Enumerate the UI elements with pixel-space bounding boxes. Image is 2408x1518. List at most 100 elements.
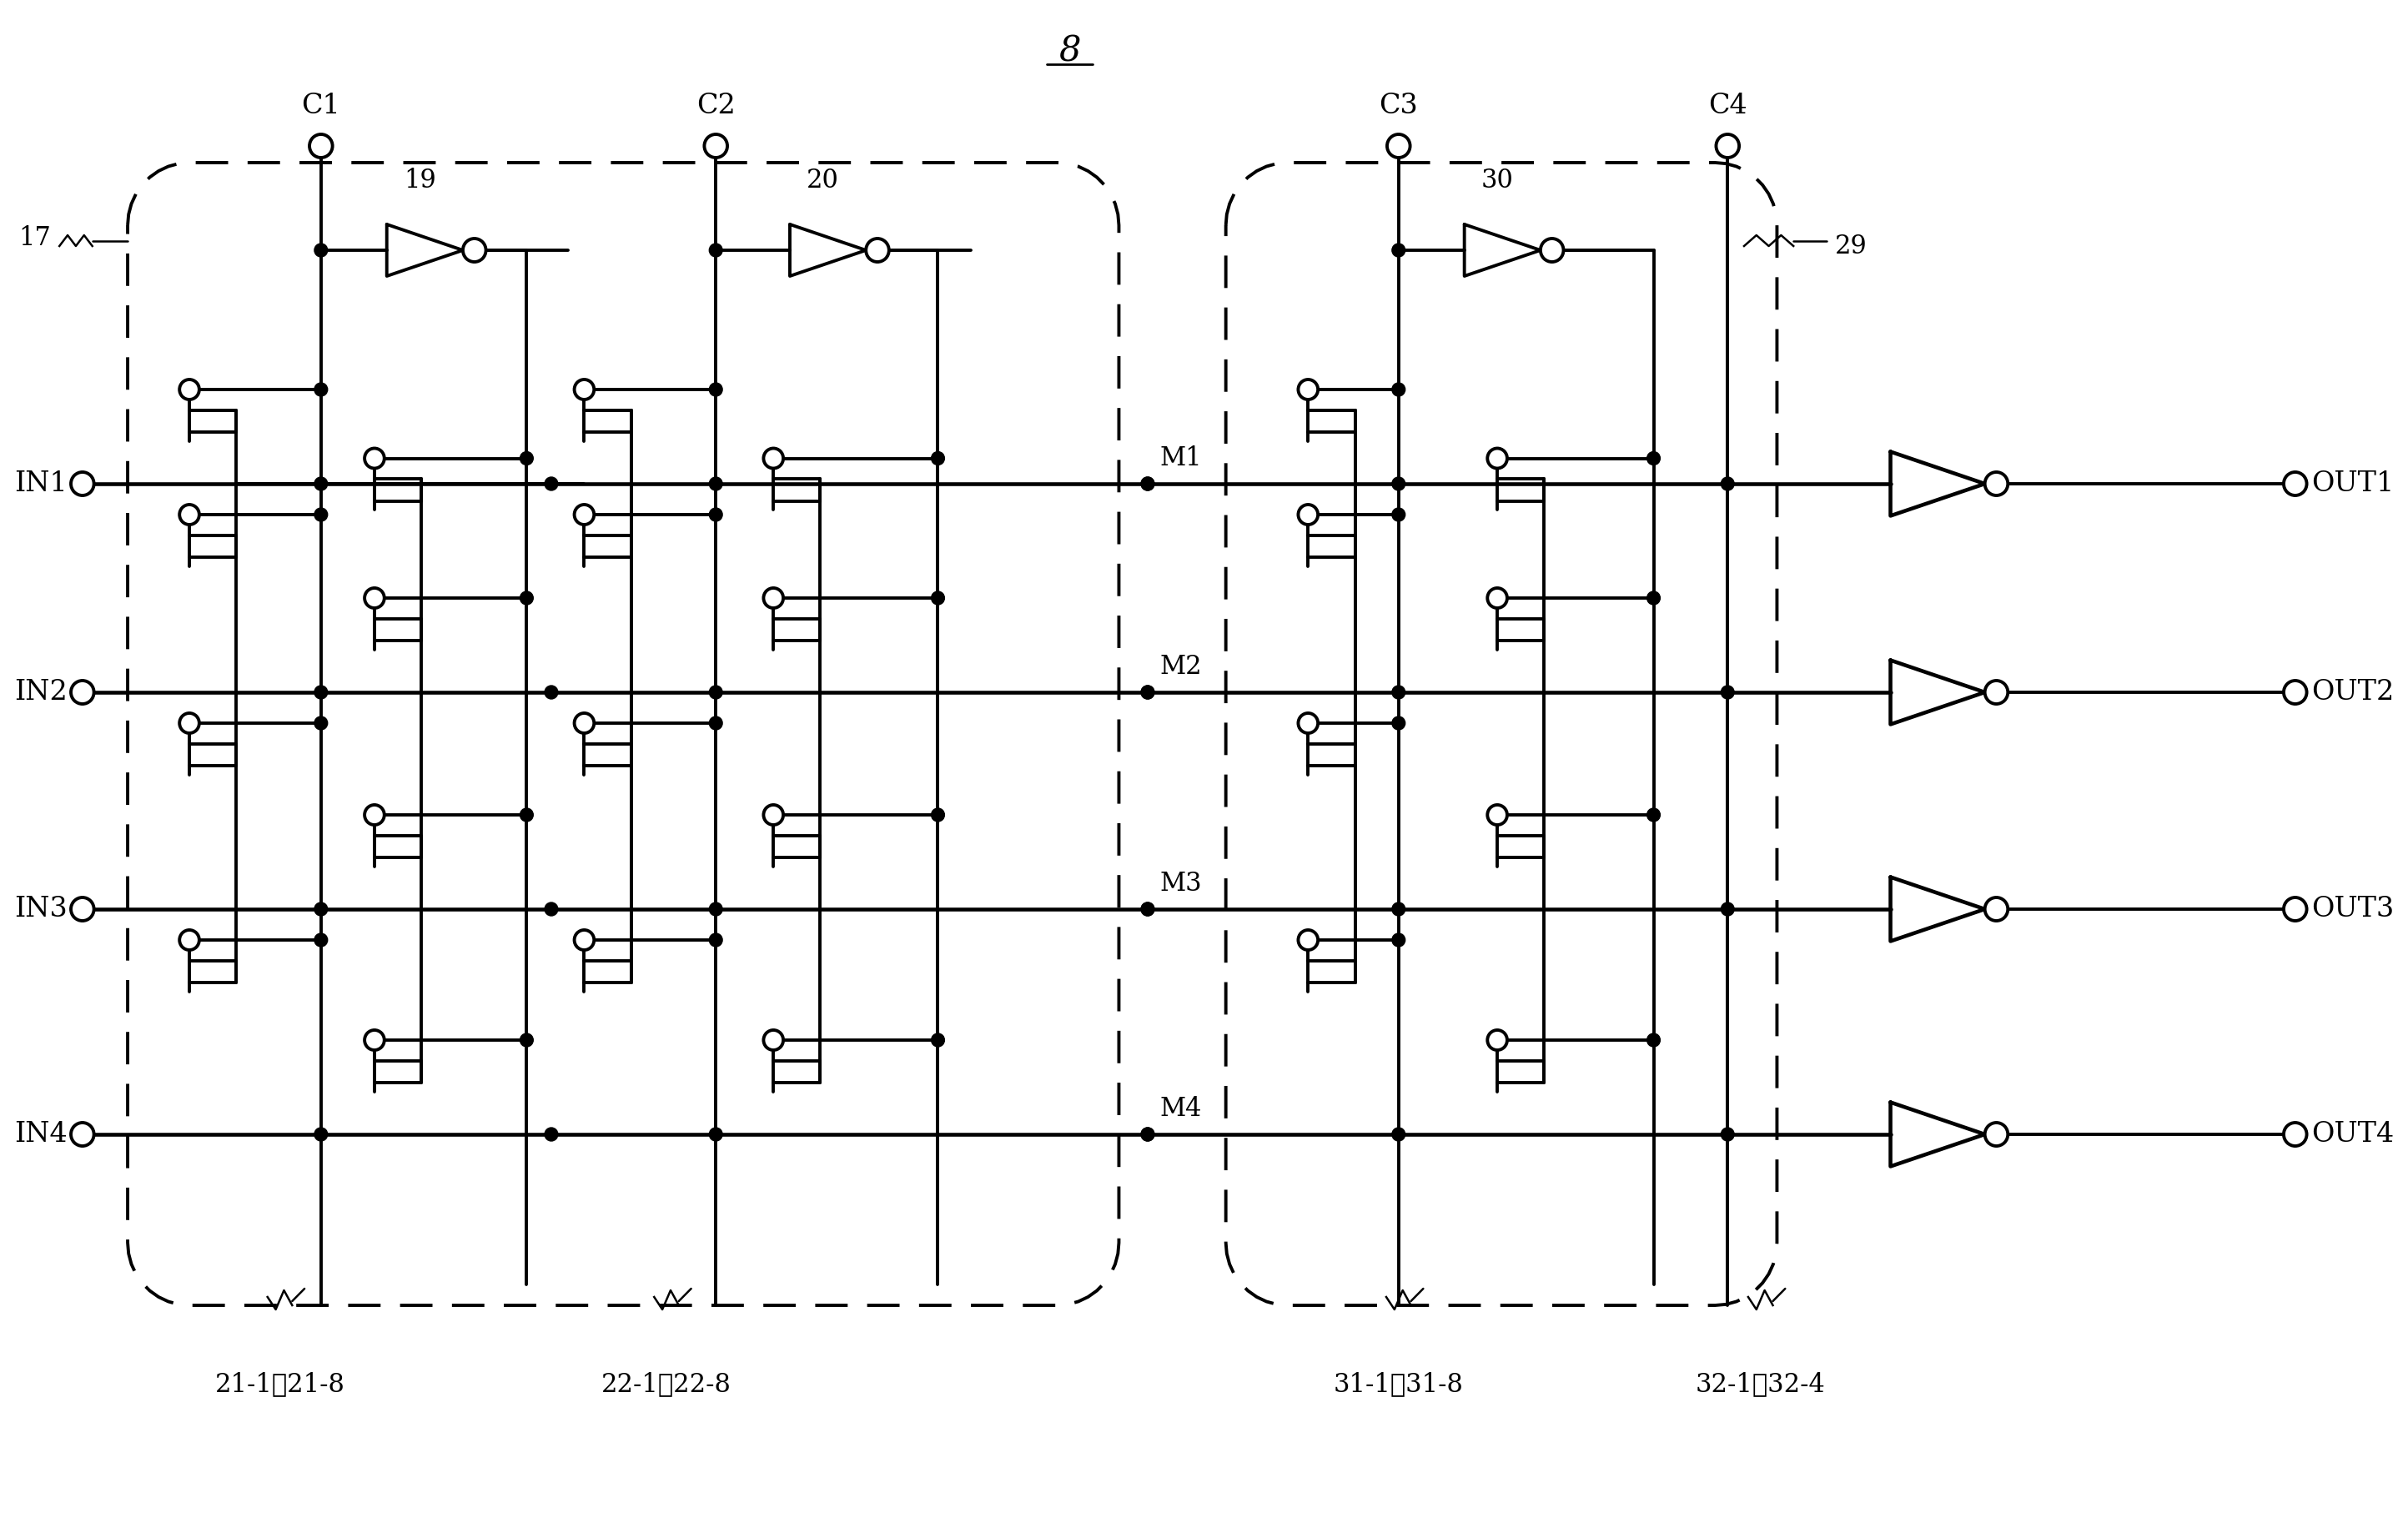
Circle shape (867, 238, 889, 263)
Circle shape (1387, 134, 1411, 158)
Circle shape (576, 380, 595, 399)
Text: C1: C1 (301, 93, 340, 120)
Text: IN2: IN2 (14, 679, 67, 706)
Circle shape (576, 713, 595, 733)
Circle shape (932, 592, 944, 604)
Circle shape (315, 1128, 327, 1142)
Circle shape (1141, 903, 1153, 915)
Circle shape (315, 716, 327, 730)
Circle shape (1647, 592, 1659, 604)
Circle shape (1392, 1128, 1406, 1142)
Circle shape (2283, 680, 2307, 704)
Text: 32-1～32-4: 32-1～32-4 (1695, 1372, 1825, 1398)
Text: 17: 17 (19, 225, 51, 250)
Circle shape (1392, 716, 1406, 730)
Circle shape (576, 504, 595, 525)
Circle shape (1298, 504, 1317, 525)
Circle shape (1541, 238, 1563, 263)
Text: IN3: IN3 (14, 896, 67, 923)
Circle shape (710, 716, 722, 730)
Circle shape (1722, 477, 1734, 490)
Circle shape (703, 134, 727, 158)
Circle shape (710, 509, 722, 521)
Circle shape (1984, 472, 2008, 495)
Circle shape (1298, 931, 1317, 950)
Circle shape (1722, 686, 1734, 698)
Circle shape (520, 1034, 532, 1047)
Circle shape (932, 452, 944, 465)
Text: IN4: IN4 (14, 1120, 67, 1148)
Circle shape (1488, 587, 1507, 609)
Circle shape (181, 931, 200, 950)
Text: OUT1: OUT1 (2312, 471, 2394, 496)
Circle shape (1141, 686, 1153, 698)
Circle shape (364, 448, 385, 469)
Circle shape (932, 1034, 944, 1047)
Circle shape (1141, 903, 1153, 915)
Circle shape (311, 134, 332, 158)
Circle shape (710, 243, 722, 257)
Circle shape (315, 509, 327, 521)
Text: OUT2: OUT2 (2312, 679, 2394, 706)
Circle shape (315, 686, 327, 698)
Text: IN1: IN1 (14, 471, 67, 496)
Text: 29: 29 (1835, 234, 1866, 260)
Circle shape (1488, 805, 1507, 824)
Circle shape (1392, 383, 1406, 396)
Circle shape (763, 587, 783, 609)
Circle shape (70, 1123, 94, 1146)
Circle shape (315, 243, 327, 257)
Circle shape (1392, 934, 1406, 947)
Circle shape (2283, 472, 2307, 495)
Circle shape (1298, 713, 1317, 733)
Circle shape (710, 383, 722, 396)
Circle shape (1141, 477, 1153, 490)
Circle shape (1392, 903, 1406, 915)
Circle shape (520, 592, 532, 604)
Circle shape (181, 713, 200, 733)
Circle shape (2283, 897, 2307, 921)
Text: 31-1～31-8: 31-1～31-8 (1334, 1372, 1464, 1398)
Text: OUT3: OUT3 (2312, 896, 2394, 923)
Circle shape (1488, 1031, 1507, 1050)
Circle shape (1647, 808, 1659, 821)
Circle shape (2283, 1123, 2307, 1146)
Circle shape (1141, 686, 1153, 698)
Text: 21-1～21-8: 21-1～21-8 (214, 1372, 344, 1398)
Circle shape (1722, 903, 1734, 915)
Circle shape (1141, 1128, 1153, 1142)
Circle shape (1984, 1123, 2008, 1146)
Circle shape (1141, 1128, 1153, 1142)
Circle shape (181, 380, 200, 399)
Circle shape (932, 808, 944, 821)
Circle shape (1488, 448, 1507, 469)
Circle shape (710, 934, 722, 947)
Circle shape (544, 477, 559, 490)
Circle shape (1647, 452, 1659, 465)
Circle shape (520, 808, 532, 821)
Circle shape (315, 383, 327, 396)
Text: 19: 19 (405, 167, 436, 193)
Circle shape (1141, 477, 1153, 490)
Circle shape (1722, 1128, 1734, 1142)
Circle shape (70, 897, 94, 921)
Text: 30: 30 (1481, 167, 1515, 193)
Text: C4: C4 (1707, 93, 1748, 120)
Circle shape (544, 903, 559, 915)
Text: 8: 8 (1060, 35, 1081, 70)
Circle shape (520, 452, 532, 465)
Circle shape (315, 934, 327, 947)
Text: M3: M3 (1161, 871, 1202, 897)
Circle shape (1984, 680, 2008, 704)
Circle shape (710, 1128, 722, 1142)
Circle shape (544, 686, 559, 698)
Circle shape (544, 1128, 559, 1142)
Circle shape (1984, 897, 2008, 921)
Circle shape (1392, 509, 1406, 521)
Text: OUT4: OUT4 (2312, 1120, 2394, 1148)
Circle shape (315, 477, 327, 490)
Text: 20: 20 (807, 167, 838, 193)
Circle shape (364, 805, 385, 824)
Circle shape (1392, 686, 1406, 698)
Text: C3: C3 (1380, 93, 1418, 120)
